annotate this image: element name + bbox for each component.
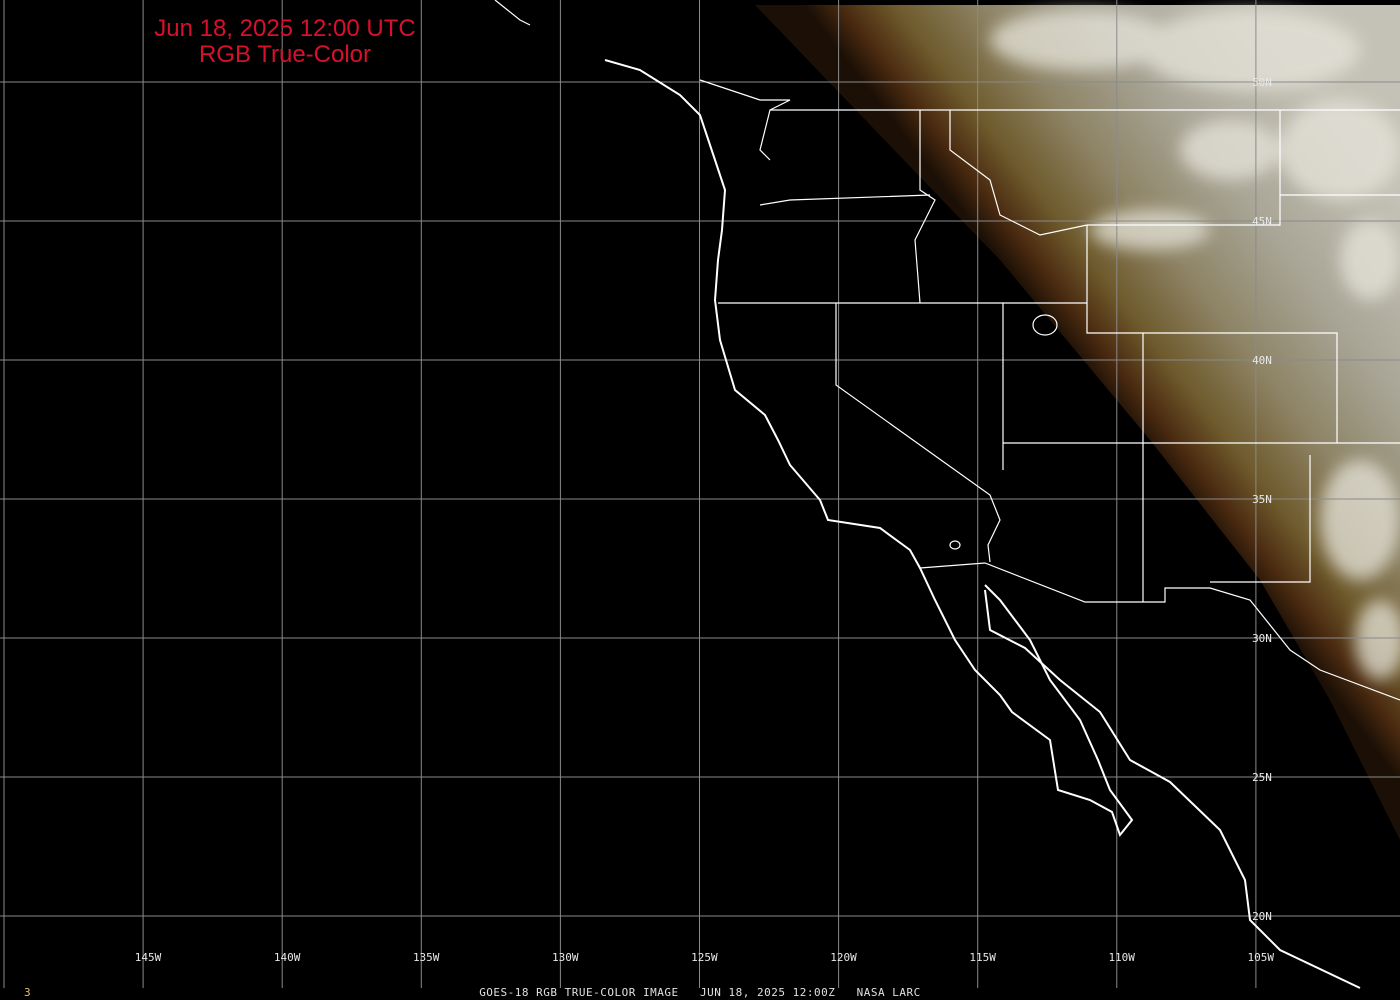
- border-id-west: [914, 110, 936, 304]
- longitude-label: 105W: [1248, 951, 1275, 964]
- latitude-label: 45N: [1252, 215, 1272, 228]
- longitude-label: 125W: [691, 951, 718, 964]
- longitude-label: 145W: [135, 951, 162, 964]
- salton-sea: [949, 540, 961, 550]
- longitude-label: 120W: [830, 951, 857, 964]
- border-nm-tx: [1210, 455, 1311, 583]
- latitude-label: 50N: [1252, 76, 1272, 89]
- latitude-label: 25N: [1252, 771, 1272, 784]
- longitude-labels: 145W 140W 135W 130W 125W 120W 115W 110W 105W: [135, 951, 1275, 964]
- longitude-label: 110W: [1108, 951, 1135, 964]
- border-mt-id: [949, 110, 1088, 236]
- footer-caption: GOES-18 RGB TRUE-COLOR IMAGE JUN 18, 202…: [479, 986, 921, 999]
- satellite-imagery: [755, 5, 1400, 840]
- longitude-label: 130W: [552, 951, 579, 964]
- latitude-label: 35N: [1252, 493, 1272, 506]
- great-salt-lake: [1032, 314, 1058, 336]
- border-ut-wy: [1086, 225, 1338, 443]
- longitude-label: 115W: [969, 951, 996, 964]
- map-title-datetime: Jun 18, 2025 12:00 UTC: [154, 15, 416, 42]
- longitude-label: 140W: [274, 951, 301, 964]
- border-wa-or: [759, 194, 931, 206]
- latitude-label: 30N: [1252, 632, 1272, 645]
- coastline-pacific: [604, 59, 1134, 838]
- coastline-bc: [494, 0, 531, 26]
- border-mexico: [919, 562, 1400, 701]
- latitude-label: 20N: [1252, 910, 1272, 923]
- latitude-labels: 50N 45N 40N 35N 30N 25N 20N: [1252, 76, 1272, 923]
- latitude-label: 40N: [1252, 354, 1272, 367]
- longitude-label: 135W: [413, 951, 440, 964]
- map-title-product: RGB True-Color: [198, 41, 372, 68]
- frame-number: 3: [24, 986, 31, 999]
- coastline-puget: [699, 79, 791, 161]
- coastline-mexico: [984, 589, 1361, 989]
- border-ca-nv: [835, 303, 1001, 563]
- coastlines-and-borders: [494, 0, 1400, 989]
- border-mt-wy: [1087, 110, 1281, 226]
